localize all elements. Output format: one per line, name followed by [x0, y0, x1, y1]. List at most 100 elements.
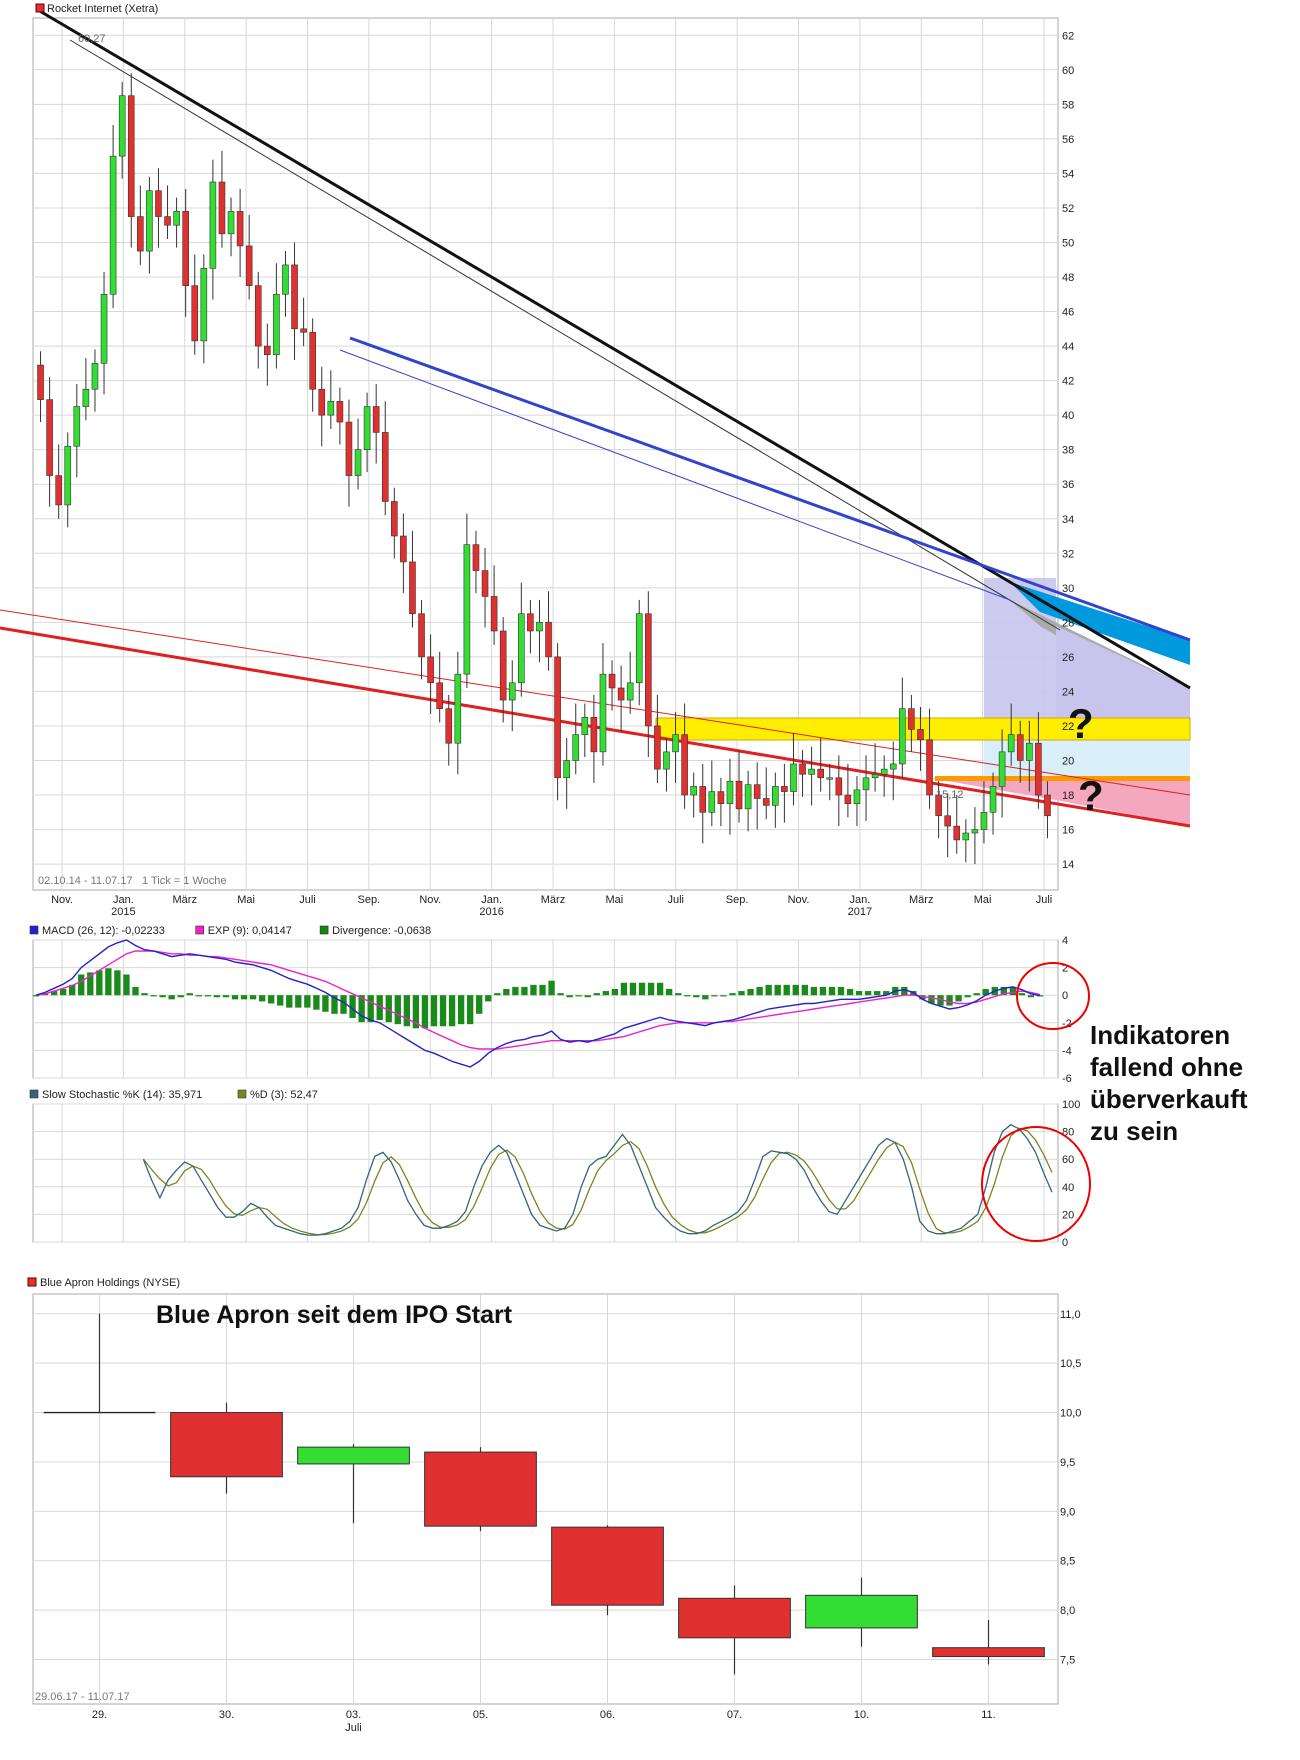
blue-channel-fill [1010, 582, 1190, 665]
rocket-candle [980, 811, 988, 830]
macd-divergence-bar [204, 995, 212, 997]
macd-divergence-bar [421, 995, 429, 1029]
rocket-internet-panel: 62 60 58 56 54 52 50 48 46 44 42 40 38 36 34 32 30 28 26 24… [0, 3, 1191, 918]
rocket-candle [781, 786, 788, 792]
macd-divergence-bar [258, 995, 266, 1002]
rocket-candle [626, 682, 634, 701]
rocket-date-range: 02.10.14 - 11.07.17 [38, 875, 133, 887]
question-mark-upper: ? [1068, 700, 1094, 747]
rocket-candle [55, 475, 62, 506]
blue-apron-title: Blue Apron seit dem IPO Start [156, 1301, 513, 1329]
rocket-candle [654, 725, 661, 770]
rocket-candle [209, 181, 217, 269]
macd-lines [35, 939, 1041, 1068]
rocket-candle [799, 763, 806, 775]
macd-divergence-bar [783, 984, 790, 996]
macd-divergence-bar [539, 984, 546, 996]
macd-divergence-bar [874, 991, 881, 996]
rocket-candle [118, 95, 126, 157]
rocket-candle [472, 544, 480, 571]
ba-y-tick-label: 11,0 [1060, 1309, 1081, 1321]
rocket-candle [345, 421, 353, 476]
rocket-candle [554, 656, 561, 779]
main-y-tick-label: 46 [1062, 307, 1074, 319]
rocket-candle [436, 682, 443, 709]
macd-divergence-bar [575, 995, 582, 997]
rocket-candle [971, 829, 979, 834]
blue-trendline-thin [339, 349, 1011, 601]
main-y-tick-label: 26 [1062, 652, 1074, 664]
rocket-candle [663, 751, 670, 770]
macd-divergence-bar [747, 988, 754, 996]
rocket-candle [762, 798, 770, 806]
macd-divergence-bar [729, 993, 736, 996]
main-y-tick-label: 58 [1062, 99, 1074, 111]
stoch-y-tick-label: 80 [1062, 1127, 1074, 1139]
main-y-tick-label: 56 [1062, 134, 1074, 146]
macd-divergence-bar [457, 995, 465, 1025]
rocket-candle [91, 363, 99, 390]
black-trendline-thin [69, 39, 1061, 631]
macd-divergence-bar [584, 995, 591, 998]
macd-divergence-bar [684, 995, 691, 997]
rocket-candle [218, 181, 226, 235]
rocket-candle [182, 211, 189, 286]
rocket-candle [862, 777, 870, 791]
macd-divergence-bar [430, 995, 438, 1027]
rocket-candle [681, 734, 688, 796]
rocket-candle [672, 734, 679, 753]
macd-y-tick-label: -6 [1062, 1073, 1072, 1085]
macd-divergence-bar [765, 984, 772, 996]
main-y-tick-label: 22 [1062, 721, 1074, 733]
main-y-tick-label: 18 [1062, 790, 1074, 802]
stochastic-frame [32, 1103, 1059, 1243]
rocket-candle [499, 630, 507, 701]
indicator-note: Indikatoren fallend ohne überverkauft zu… [1090, 1020, 1248, 1146]
low-value-label: 15,12 [936, 789, 964, 801]
stoch-y-tick-label: 0 [1062, 1237, 1068, 1249]
rocket-candle [726, 780, 734, 804]
rocket-candle [336, 401, 344, 423]
macd-divergence-bar [864, 991, 872, 996]
macd-divergence-bar [512, 986, 519, 996]
macd-divergence-bar [367, 995, 374, 1023]
red-trendline-thin [0, 609, 1191, 796]
stoch-y-tick-label: 100 [1062, 1099, 1080, 1111]
macd-divergence-bar [1009, 986, 1017, 996]
rocket-candle [282, 264, 289, 295]
macd-legend-label: MACD (26, 12): -0,02233 [42, 925, 165, 937]
rocket-candle [363, 406, 371, 450]
rocket-candle [309, 331, 316, 390]
macd-divergence-bar [304, 995, 311, 1008]
macd-divergence-bar [530, 984, 537, 996]
ba-x-tick-label: 29. [92, 1709, 107, 1721]
rocket-candle [445, 708, 453, 744]
stochastic-lines [142, 1123, 1053, 1236]
main-x-tick-label: Juli [1036, 894, 1053, 906]
macd-divergence-bar [485, 995, 492, 1002]
main-y-tick-label: 34 [1062, 514, 1074, 526]
note-line-4: zu sein [1090, 1116, 1178, 1146]
macd-divergence-bar [774, 984, 781, 996]
macd-highlight-circle [1016, 962, 1090, 1030]
main-y-tick-label: 14 [1062, 859, 1074, 871]
rocket-candle [962, 832, 970, 841]
macd-divergence-bar [222, 995, 230, 998]
main-y-tick-label: 16 [1062, 825, 1074, 837]
macd-divergence-bar [150, 995, 157, 997]
blue-apron-x-ticks: 29. 30. 03.Juli 05. 06. 07. 10. 11. [92, 1709, 996, 1734]
ba-candle [678, 1597, 791, 1639]
macd-divergence-bar [620, 982, 628, 996]
rocket-candles [37, 73, 1051, 865]
macd-divergence-bar [466, 995, 474, 1025]
ba-candle [805, 1594, 918, 1629]
rocket-candle [527, 613, 534, 632]
rocket-candle [708, 791, 716, 813]
macd-divergence-bar [593, 993, 600, 996]
macd-divergence-bar [213, 995, 221, 998]
macd-legend-swatch [195, 925, 204, 935]
orange-support-line [935, 776, 1190, 781]
rocket-candle [808, 768, 815, 775]
rocket-candle [64, 445, 72, 506]
macd-divergence-bar [548, 980, 555, 996]
